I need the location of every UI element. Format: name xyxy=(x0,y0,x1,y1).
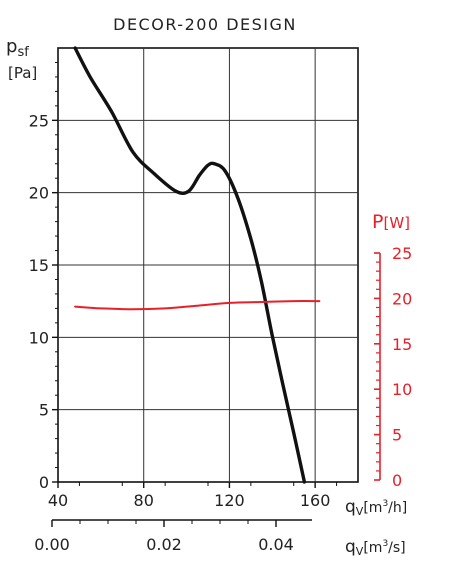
x-tick-label: 40 xyxy=(48,491,68,510)
power-tick-label: 10 xyxy=(392,380,412,399)
x2-axis-unit: [m xyxy=(363,540,382,556)
x-axis-label-m3s: qV[m3/s] xyxy=(345,537,406,558)
flow-axis-m3s: 0.00 0.02 0.04 xyxy=(34,519,312,554)
series-group xyxy=(73,46,321,484)
y-tick-label: 15 xyxy=(29,256,49,275)
x-axis-unit-end: /h] xyxy=(388,500,407,516)
x-axis-label-sub: V xyxy=(356,505,364,518)
x2-tick-label: 0.02 xyxy=(146,535,182,554)
power-tick-label: 15 xyxy=(392,335,412,354)
x2-tick-label: 0.04 xyxy=(258,535,294,554)
x-tick-label: 80 xyxy=(134,491,154,510)
x2-axis-label-sub: V xyxy=(356,545,364,558)
x-axis-unit-sup: 3 xyxy=(382,499,388,509)
pressure-curve xyxy=(73,46,307,484)
power-axis-label-main: P xyxy=(372,211,383,233)
x-axis-label-m3h: qV[m3/h] xyxy=(345,497,407,518)
chart-title: DECOR-200 DESIGN xyxy=(113,15,297,34)
y-tick-label: 10 xyxy=(29,328,49,347)
x2-axis-unit-sup: 3 xyxy=(382,539,388,549)
x-tick-label: 120 xyxy=(214,491,245,510)
power-tick-label: 25 xyxy=(392,244,412,263)
x-axis-unit: [m xyxy=(363,500,382,516)
x2-axis-label-main: q xyxy=(345,537,356,557)
power-curve xyxy=(74,300,321,311)
power-axis-label: P[W] xyxy=(372,211,410,233)
power-tick-label: 0 xyxy=(392,471,402,490)
x-tick-label: 160 xyxy=(300,491,331,510)
x2-tick-label: 0.00 xyxy=(34,535,70,554)
y-axis-unit: [Pa] xyxy=(8,64,37,82)
y-tick-label: 5 xyxy=(39,401,49,420)
power-tick-label: 5 xyxy=(392,426,402,445)
power-axis-unit: [W] xyxy=(383,214,410,232)
y-axis-label: psf xyxy=(6,36,29,60)
y-tick-label: 25 xyxy=(29,111,49,130)
grid xyxy=(58,48,358,482)
flow-axis-m3h: 40 80 120 160 xyxy=(48,482,338,510)
y-tick-label: 0 xyxy=(39,473,49,492)
pressure-axis: 0 5 10 15 20 25 xyxy=(29,61,58,492)
y-tick-label: 20 xyxy=(29,184,49,203)
x2-axis-unit-end: /s] xyxy=(388,540,405,556)
y-axis-label-sub: sf xyxy=(17,45,29,60)
power-tick-label: 20 xyxy=(392,289,412,308)
x-axis-label-main: q xyxy=(345,497,356,517)
y-axis-label-main: p xyxy=(6,36,17,57)
power-axis: 0 5 10 15 20 25 xyxy=(374,244,412,490)
